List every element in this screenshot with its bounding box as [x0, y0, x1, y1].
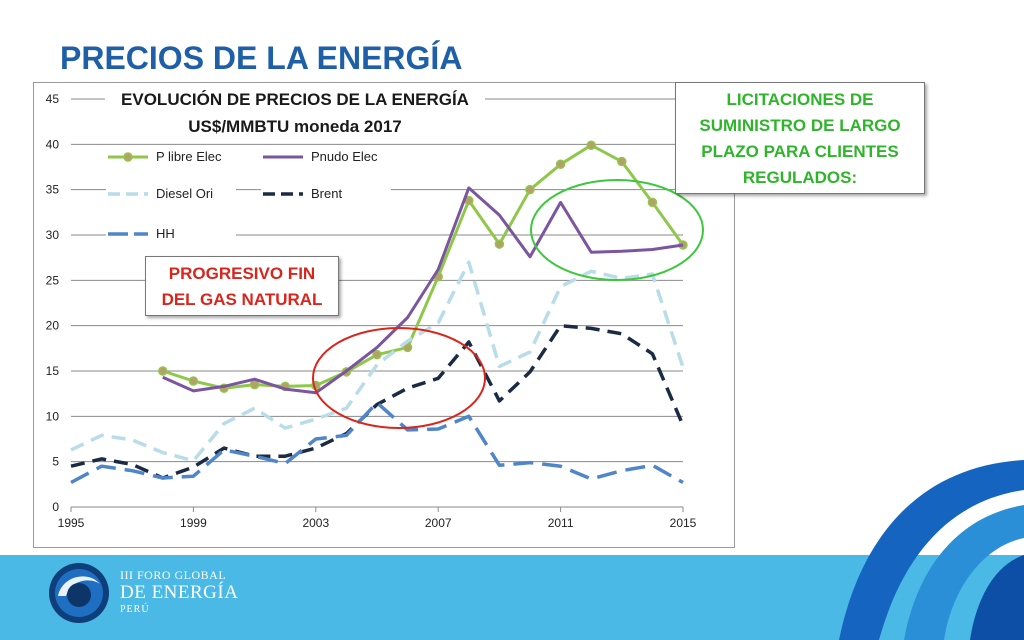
x-tick-label: 1995: [58, 516, 85, 530]
series-line-p-libre-elec: [162, 143, 685, 390]
y-tick-label: 35: [46, 183, 60, 197]
energy-price-chart: 0 5 10 15 20 25 30 35 40 45 1995 1999 2003 2007 2011 20…: [46, 86, 704, 530]
legend-item-bg: [106, 224, 236, 244]
data-point-p-libre-elec: [586, 140, 596, 150]
legend-item-bg: [261, 184, 391, 204]
data-point-p-libre-elec: [372, 349, 382, 360]
y-tick-label: 5: [52, 455, 59, 469]
callout-progresivo: PROGRESIVO FIN DEL GAS NATURAL: [145, 256, 339, 316]
swoosh-decoration: [839, 460, 1024, 640]
x-tick-label: 2007: [425, 516, 452, 530]
legend-label: HH: [156, 226, 175, 241]
data-point-p-libre-elec: [647, 197, 658, 208]
legend-label: Brent: [311, 186, 342, 201]
footer-line2: DE ENERGÍA: [120, 582, 239, 603]
footer-line3: PERÚ: [120, 604, 150, 615]
callout-licitaciones-line: LICITACIONES DE: [726, 90, 874, 109]
legend-marker: [123, 152, 133, 162]
x-tick-label: 2011: [548, 516, 574, 530]
series-line-brent: [70, 323, 685, 480]
data-point-p-libre-elec: [494, 239, 505, 249]
data-point-p-libre-elec: [525, 184, 535, 195]
legend-label: P libre Elec: [156, 149, 222, 164]
chart-title-bg: [105, 86, 485, 142]
chart-subtitle: US$/MMBTU moneda 2017: [188, 117, 402, 136]
data-point-p-libre-elec: [188, 376, 199, 386]
y-tick-label: 20: [46, 319, 60, 333]
legend-label: Pnudo Elec: [311, 149, 378, 164]
y-tick-label: 45: [46, 92, 60, 106]
callout-progresivo-line: PROGRESIVO FIN: [168, 264, 316, 283]
y-tick-label: 10: [46, 409, 60, 423]
annotation-ellipse-green: [530, 179, 704, 281]
legend-item-bg: [106, 147, 236, 167]
legend-item-bg: [106, 184, 236, 204]
annotation-ellipse-red: [312, 327, 486, 429]
callout-licitaciones-line: REGULADOS:: [742, 168, 858, 187]
y-tick-label: 25: [46, 273, 60, 287]
data-point-p-libre-elec: [402, 342, 413, 353]
callout-licitaciones-line: SUMINISTRO DE LARGO: [699, 116, 901, 135]
foro-logo-icon: [49, 563, 109, 623]
data-point-p-libre-elec: [158, 366, 168, 376]
legend-label: Diesel Ori: [156, 186, 213, 201]
data-point-p-libre-elec: [249, 379, 260, 390]
page-title: PRECIOS DE LA ENERGÍA: [60, 40, 463, 76]
x-tick-label: 2015: [670, 516, 697, 530]
series-line-pnudo-elec: [162, 186, 684, 395]
callout-licitaciones: LICITACIONES DE SUMINISTRO DE LARGO PLAZ…: [675, 82, 925, 194]
footer-line1: III FORO GLOBAL: [120, 568, 227, 582]
series-line-hh: [70, 400, 684, 485]
footer-brand: III FORO GLOBAL DE ENERGÍA PERÚ: [120, 568, 238, 615]
x-tick-label: 1999: [180, 516, 207, 530]
callout-progresivo-line: DEL GAS NATURAL: [161, 290, 323, 309]
chart-title: EVOLUCIÓN DE PRECIOS DE LA ENERGÍA: [121, 90, 469, 109]
data-point-p-libre-elec: [555, 159, 566, 170]
legend-item-bg: [261, 147, 391, 167]
y-tick-label: 15: [46, 364, 60, 378]
y-tick-label: 30: [46, 228, 60, 242]
y-tick-label: 0: [52, 500, 59, 514]
callout-licitaciones-line: PLAZO PARA CLIENTES: [701, 142, 899, 161]
data-point-p-libre-elec: [617, 156, 627, 167]
y-tick-label: 40: [46, 137, 60, 151]
x-tick-label: 2003: [302, 516, 329, 530]
